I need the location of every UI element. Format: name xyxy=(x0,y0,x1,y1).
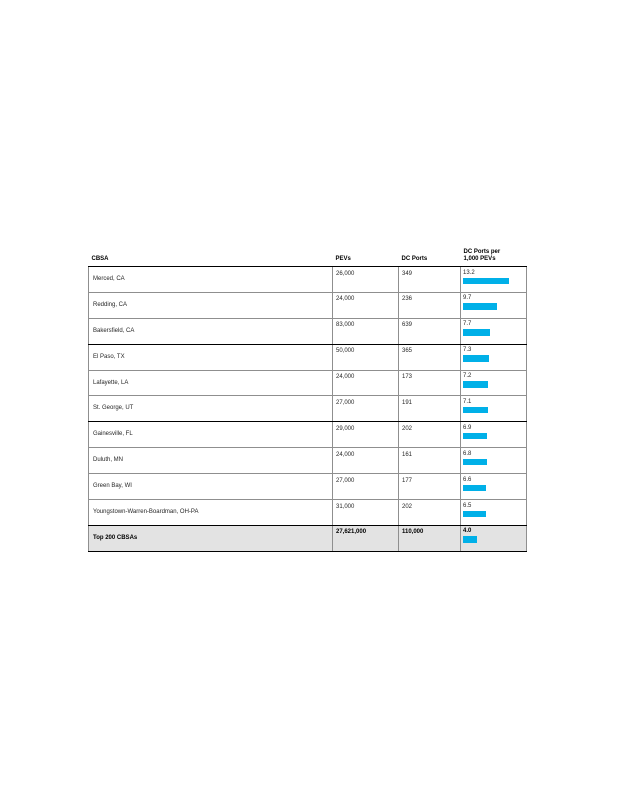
total-dc-ports-cell: 110,000 xyxy=(398,524,461,552)
cbsa-dc-ports-table-container: CBSA PEVs DC Ports DC Ports per 1,000 PE… xyxy=(88,249,527,552)
ratio-bar xyxy=(463,277,510,284)
pevs-cell: 24,000 xyxy=(332,369,399,397)
ratio-cell: 7.2 xyxy=(460,369,527,397)
ratio-cell: 13.2 xyxy=(460,266,527,293)
pevs-cell: 24,000 xyxy=(332,447,399,475)
ratio-value: 7.1 xyxy=(463,398,472,405)
dc-ports-cell: 173 xyxy=(398,369,461,397)
table-row: Lafayette, LA 24,000 173 7.2 xyxy=(88,369,527,397)
pevs-cell: 29,000 xyxy=(332,421,399,449)
table-row: Green Bay, WI 27,000 177 6.6 xyxy=(88,473,527,501)
col-header-cbsa: CBSA xyxy=(88,249,333,267)
cbsa-dc-ports-table: CBSA PEVs DC Ports DC Ports per 1,000 PE… xyxy=(88,249,527,552)
total-cbsa-cell: Top 200 CBSAs xyxy=(88,524,333,552)
dc-ports-cell: 349 xyxy=(398,266,461,293)
ratio-value: 7.7 xyxy=(463,321,472,328)
table-row: Bakersfield, CA 83,000 639 7.7 xyxy=(88,317,527,345)
cbsa-cell: El Paso, TX xyxy=(88,343,333,371)
dc-ports-cell: 191 xyxy=(398,395,461,423)
dc-ports-cell: 202 xyxy=(398,499,461,526)
ratio-bar xyxy=(463,381,489,388)
dc-ports-cell: 177 xyxy=(398,473,461,501)
ratio-value: 9.7 xyxy=(463,295,472,302)
ratio-bar xyxy=(463,458,487,466)
ratio-value: 7.3 xyxy=(463,347,472,354)
col-header-pevs: PEVs xyxy=(332,249,399,267)
table-row: El Paso, TX 50,000 365 7.3 xyxy=(88,343,527,371)
pevs-cell: 50,000 xyxy=(332,343,399,371)
ratio-cell: 7.7 xyxy=(460,317,527,345)
ratio-bar xyxy=(463,484,487,492)
cbsa-cell: St. George, UT xyxy=(88,395,333,423)
dc-ports-cell: 236 xyxy=(398,291,461,319)
ratio-bar xyxy=(463,303,497,310)
ratio-value: 6.8 xyxy=(463,450,472,457)
ratio-cell: 6.8 xyxy=(460,447,527,475)
ratio-bar xyxy=(463,355,489,362)
table-row: Youngstown-Warren-Boardman, OH-PA 31,000… xyxy=(88,499,527,526)
table-row: Duluth, MN 24,000 161 6.8 xyxy=(88,447,527,475)
total-pevs-cell: 27,621,000 xyxy=(332,524,399,552)
ratio-bar xyxy=(463,406,488,414)
cbsa-cell: Duluth, MN xyxy=(88,447,333,475)
ratio-cell: 7.3 xyxy=(460,343,527,371)
table-row: Merced, CA 26,000 349 13.2 xyxy=(88,266,527,293)
cbsa-cell: Gainesville, FL xyxy=(88,421,333,449)
dc-ports-cell: 639 xyxy=(398,317,461,345)
table-row: Gainesville, FL 29,000 202 6.9 xyxy=(88,421,527,449)
pevs-cell: 27,000 xyxy=(332,473,399,501)
table-row: St. George, UT 27,000 191 7.1 xyxy=(88,395,527,423)
ratio-bar xyxy=(463,329,490,336)
ratio-value: 6.6 xyxy=(463,476,472,483)
ratio-value: 13.2 xyxy=(463,269,475,276)
col-header-dc-ports-per-1000-pevs: DC Ports per 1,000 PEVs xyxy=(460,249,527,267)
pevs-cell: 27,000 xyxy=(332,395,399,423)
cbsa-cell: Youngstown-Warren-Boardman, OH-PA xyxy=(88,499,333,526)
ratio-cell: 6.5 xyxy=(460,499,527,526)
dc-ports-cell: 365 xyxy=(398,343,461,371)
pevs-cell: 31,000 xyxy=(332,499,399,526)
table-total-row: Top 200 CBSAs 27,621,000 110,000 4.0 xyxy=(88,524,527,552)
ratio-cell: 6.6 xyxy=(460,473,527,501)
col-header-dc-ports: DC Ports xyxy=(398,249,461,267)
ratio-value: 6.5 xyxy=(463,502,472,509)
ratio-bar xyxy=(463,510,486,518)
table-row: Redding, CA 24,000 236 9.7 xyxy=(88,291,527,319)
cbsa-cell: Lafayette, LA xyxy=(88,369,333,397)
table-header-row: CBSA PEVs DC Ports DC Ports per 1,000 PE… xyxy=(88,249,527,267)
ratio-cell: 9.7 xyxy=(460,291,527,319)
pevs-cell: 24,000 xyxy=(332,291,399,319)
total-ratio-value: 4.0 xyxy=(463,528,472,535)
total-ratio-cell: 4.0 xyxy=(460,524,527,552)
total-ratio-bar xyxy=(463,536,477,543)
cbsa-cell: Merced, CA xyxy=(88,266,333,293)
ratio-cell: 6.9 xyxy=(460,421,527,449)
ratio-cell: 7.1 xyxy=(460,395,527,423)
pevs-cell: 26,000 xyxy=(332,266,399,293)
cbsa-cell: Green Bay, WI xyxy=(88,473,333,501)
dc-ports-cell: 202 xyxy=(398,421,461,449)
cbsa-cell: Redding, CA xyxy=(88,291,333,319)
ratio-bar xyxy=(463,432,488,440)
ratio-value: 7.2 xyxy=(463,373,472,380)
ratio-value: 6.9 xyxy=(463,424,472,431)
cbsa-cell: Bakersfield, CA xyxy=(88,317,333,345)
dc-ports-cell: 161 xyxy=(398,447,461,475)
pevs-cell: 83,000 xyxy=(332,317,399,345)
